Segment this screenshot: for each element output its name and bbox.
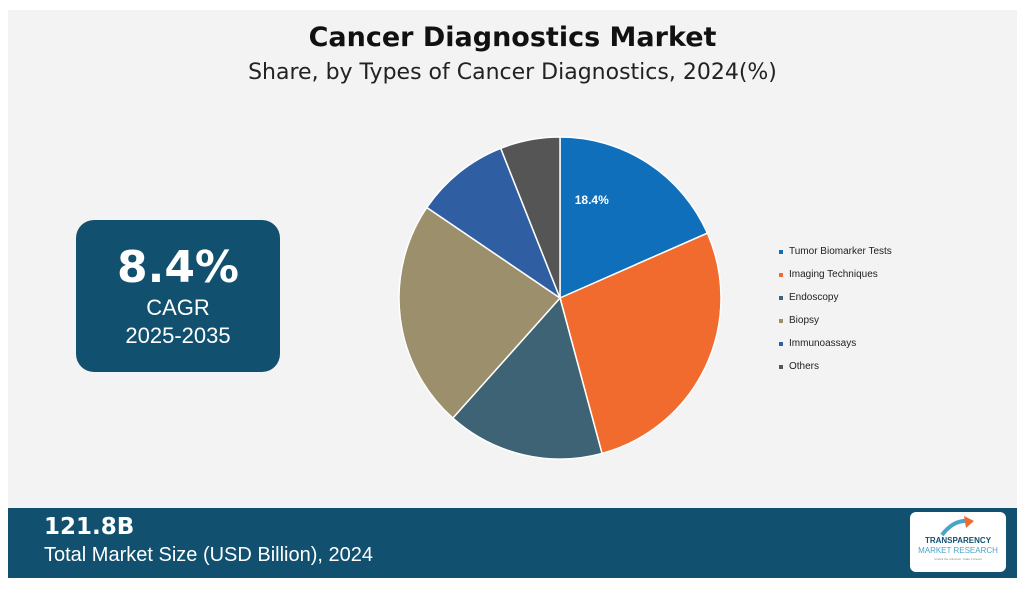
legend-label: Imaging Techniques [789,269,878,280]
legend-item: Endoscopy [779,286,892,309]
pie-slice-endoscopy [451,296,603,460]
cagr-years: 2025-2035 [125,323,231,348]
company-logo: TRANSPARENCY MARKET RESEARCH Unlock the … [910,512,1006,572]
footer-bar: 121.8B Total Market Size (USD Billion), … [8,508,1017,578]
legend-label: Biopsy [789,315,820,326]
legend-item: Imaging Techniques [779,263,892,286]
legend-swatch [779,295,783,300]
pie-slice-others [499,136,561,299]
legend-item: Immunoassays [779,332,892,355]
chart-subtitle: Share, by Types of Cancer Diagnostics, 2… [248,60,777,85]
cagr-value: 8.4% [116,242,240,293]
market-size-value: 121.8B [44,514,135,540]
legend-label: Endoscopy [789,292,839,303]
legend-swatch [779,318,783,323]
legend-swatch [779,341,783,346]
cagr-card: 8.4% CAGR 2025-2035 [76,220,280,372]
legend-swatch [779,249,783,254]
logo-arrow-icon [940,516,974,537]
legend-item: Biopsy [779,309,892,332]
chart-legend: Tumor Biomarker Tests Imaging Techniques E… [779,240,892,378]
logo-text-line1: TRANSPARENCY [924,536,992,545]
legend-item: Others [779,355,892,378]
market-size-label: Total Market Size (USD Billion), 2024 [44,544,374,566]
legend-label: Tumor Biomarker Tests [789,246,892,257]
logo-tagline: Unlock the unknown, make it known [934,557,982,561]
pie-slice-biopsy [398,206,562,420]
pie-data-label: 18.4% [575,193,609,207]
pie-chart: 18.4% [398,136,722,460]
legend-label: Immunoassays [789,338,857,349]
legend-swatch [779,364,783,369]
cagr-label: CAGR [146,295,210,320]
pie-slice-immunoassays [425,147,562,300]
pie-slice-imaging-techniques [559,232,722,455]
legend-label: Others [789,361,820,372]
page-title: Cancer Diagnostics Market [308,22,717,53]
legend-item: Tumor Biomarker Tests [779,240,892,263]
legend-swatch [779,272,783,277]
pie-slice-tumor-biomarker-tests [559,136,709,300]
logo-text-line2: MARKET RESEARCH [918,546,998,555]
